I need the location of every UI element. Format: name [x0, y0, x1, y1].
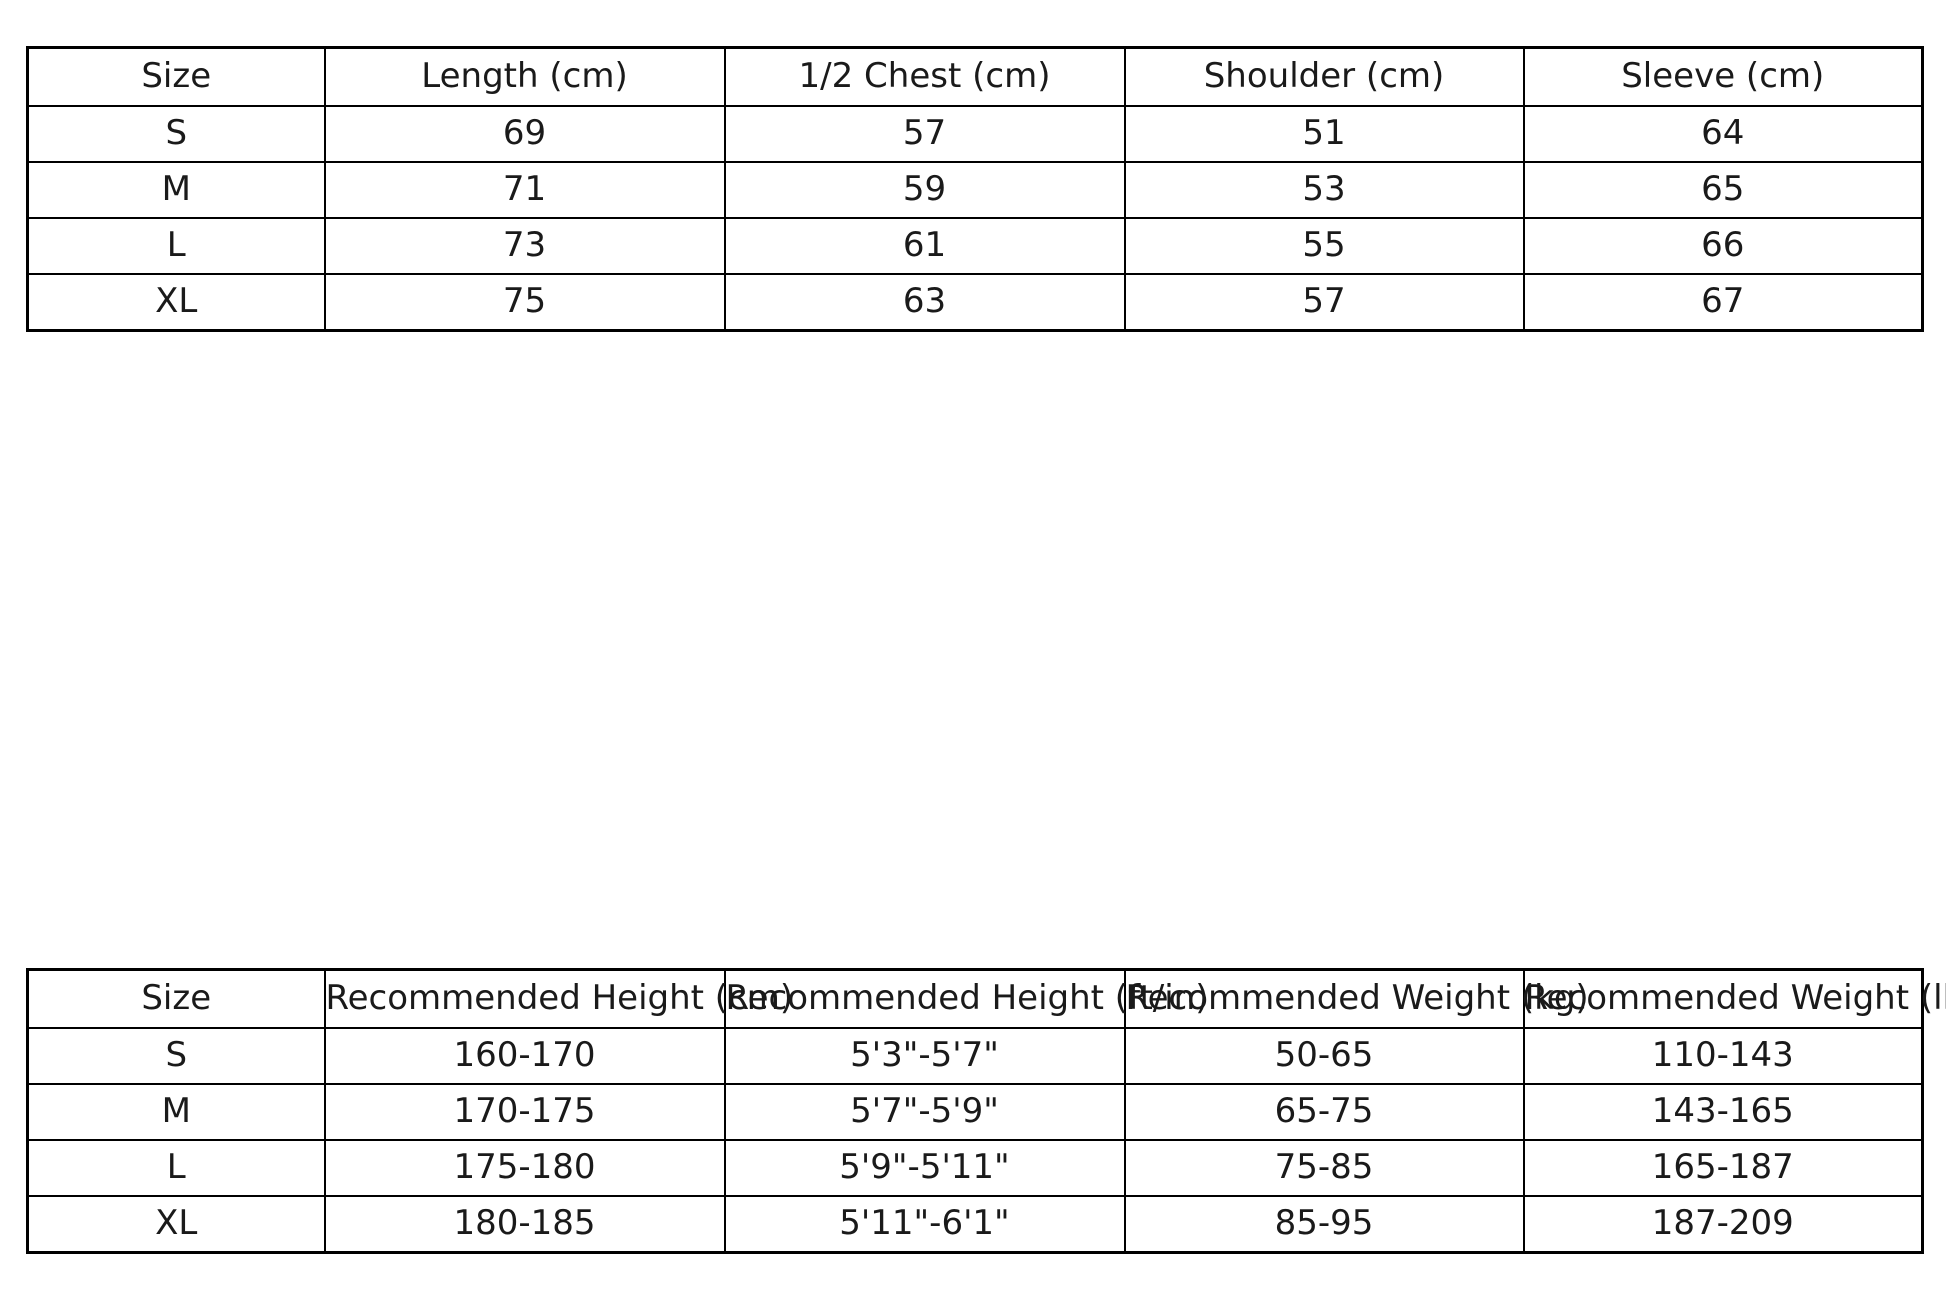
table-header-row: Size Length (cm) 1/2 Chest (cm) Shoulder… [26, 46, 1924, 107]
cell-size: XL [26, 273, 326, 332]
cell-shoulder: 57 [1123, 273, 1525, 332]
cell-height-ftin: 5'9"-5'11" [723, 1139, 1126, 1197]
cell-weight-kg: 75-85 [1123, 1139, 1525, 1197]
column-header-label: Recommended Weight (kg) [1125, 978, 1589, 1019]
column-header-half-chest: 1/2 Chest (cm) [723, 46, 1126, 107]
cell-half-chest: 61 [723, 217, 1126, 275]
table-row: S 69 57 51 64 [26, 105, 1924, 163]
cell-sleeve: 65 [1522, 161, 1924, 219]
column-header-label: Shoulder (cm) [1203, 56, 1445, 97]
cell-weight-lbs: 110-143 [1522, 1027, 1924, 1085]
column-header-sleeve: Sleeve (cm) [1522, 46, 1924, 107]
cell-weight-kg: 65-75 [1123, 1083, 1525, 1141]
cell-size: S [26, 105, 326, 163]
cell-shoulder: 55 [1123, 217, 1525, 275]
cell-height-ftin: 5'11"-6'1" [723, 1195, 1126, 1254]
cell-half-chest: 57 [723, 105, 1126, 163]
cell-sleeve: 64 [1522, 105, 1924, 163]
column-header-recommended-weight-lbs: Recommended Weight (lbs) [1522, 968, 1946, 1029]
cell-shoulder: 51 [1123, 105, 1525, 163]
cell-height-cm: 170-175 [323, 1083, 726, 1141]
column-header-label: Size [141, 56, 212, 97]
column-header-shoulder: Shoulder (cm) [1123, 46, 1525, 107]
cell-weight-kg: 50-65 [1123, 1027, 1525, 1085]
size-recommendation-table: Size Recommended Height (cm) Recommended… [26, 968, 1946, 1254]
column-header-label: Recommended Weight (lbs) [1524, 978, 1946, 1019]
cell-shoulder: 53 [1123, 161, 1525, 219]
column-header-size: Size [26, 46, 326, 107]
column-header-label: Sleeve (cm) [1621, 56, 1825, 97]
column-header-label: Recommended Height (cm) [325, 978, 794, 1019]
cell-half-chest: 59 [723, 161, 1126, 219]
table-row: L 175-180 5'9"-5'11" 75-85 165-187 [26, 1139, 1924, 1197]
table-header-row: Size Recommended Height (cm) Recommended… [26, 968, 1946, 1029]
cell-height-ftin: 5'7"-5'9" [723, 1083, 1126, 1141]
table-row: S 160-170 5'3"-5'7" 50-65 110-143 [26, 1027, 1924, 1085]
cell-size: M [26, 161, 326, 219]
table-row: M 170-175 5'7"-5'9" 65-75 143-165 [26, 1083, 1924, 1141]
cell-sleeve: 67 [1522, 273, 1924, 332]
cell-size: L [26, 217, 326, 275]
cell-size: S [26, 1027, 326, 1085]
table-row: XL 180-185 5'11"-6'1" 85-95 187-209 [26, 1195, 1924, 1254]
cell-height-cm: 175-180 [323, 1139, 726, 1197]
cell-length: 73 [323, 217, 726, 275]
garment-measurements-table: Size Length (cm) 1/2 Chest (cm) Shoulder… [26, 46, 1924, 332]
column-header-recommended-height-cm: Recommended Height (cm) [323, 968, 794, 1029]
cell-sleeve: 66 [1522, 217, 1924, 275]
cell-weight-kg: 85-95 [1123, 1195, 1525, 1254]
column-header-length: Length (cm) [323, 46, 726, 107]
table-row: M 71 59 53 65 [26, 161, 1924, 219]
column-header-recommended-weight-kg: Recommended Weight (kg) [1123, 968, 1589, 1029]
cell-height-cm: 160-170 [323, 1027, 726, 1085]
column-header-recommended-height-ftin: Recommended Height (ft/in) [723, 968, 1209, 1029]
cell-half-chest: 63 [723, 273, 1126, 332]
column-header-label: Length (cm) [421, 56, 628, 97]
table-row: L 73 61 55 66 [26, 217, 1924, 275]
cell-length: 71 [323, 161, 726, 219]
cell-length: 75 [323, 273, 726, 332]
column-header-label: 1/2 Chest (cm) [798, 56, 1051, 97]
cell-height-ftin: 5'3"-5'7" [723, 1027, 1126, 1085]
cell-height-cm: 180-185 [323, 1195, 726, 1254]
table-row: XL 75 63 57 67 [26, 273, 1924, 332]
cell-length: 69 [323, 105, 726, 163]
column-header-label: Recommended Height (ft/in) [725, 978, 1209, 1019]
column-header-label: Size [141, 978, 212, 1019]
cell-size: M [26, 1083, 326, 1141]
cell-size: XL [26, 1195, 326, 1254]
cell-size: L [26, 1139, 326, 1197]
cell-weight-lbs: 187-209 [1522, 1195, 1924, 1254]
column-header-size: Size [26, 968, 326, 1029]
cell-weight-lbs: 143-165 [1522, 1083, 1924, 1141]
cell-weight-lbs: 165-187 [1522, 1139, 1924, 1197]
